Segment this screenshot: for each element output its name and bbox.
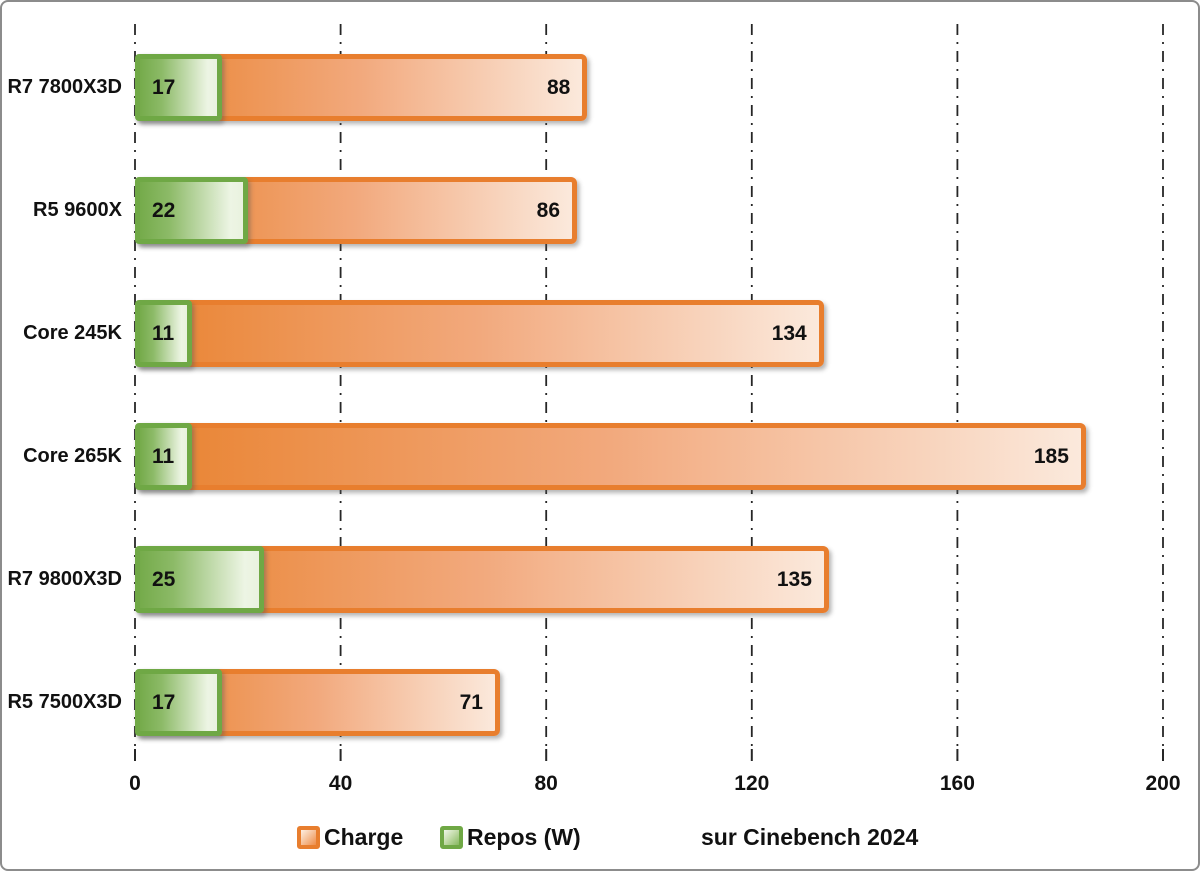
charge-value-label: 134 [771, 321, 807, 345]
charge-value-label: 71 [459, 690, 483, 714]
repos-bar: 22 [135, 177, 249, 244]
charge-value-label: 185 [1033, 444, 1069, 468]
charge-value-label: 88 [546, 75, 571, 99]
charge-bar: 134 [135, 300, 824, 367]
x-tick-label: 0 [129, 772, 141, 795]
repos-legend-label: Repos (W) [467, 824, 581, 850]
charge-bar: 185 [135, 423, 1086, 490]
repos-value-label: 11 [152, 321, 175, 345]
repos-bar: 11 [135, 300, 192, 367]
chart-subtitle: sur Cinebench 2024 [701, 824, 919, 850]
repos-bar: 17 [135, 669, 223, 736]
repos-value-label: 17 [152, 690, 176, 714]
charge-legend-label: Charge [324, 824, 404, 850]
repos-value-label: 22 [152, 198, 176, 222]
repos-value-label: 25 [152, 567, 176, 591]
repos-bar: 17 [135, 54, 223, 121]
category-label: R5 7500X3D [7, 691, 122, 713]
category-label: R5 9600X [33, 199, 122, 221]
x-tick-label: 200 [1145, 772, 1181, 795]
repos-bar: 11 [135, 423, 192, 490]
category-label: Core 265K [23, 445, 122, 467]
charge-legend-swatch-icon [297, 826, 320, 849]
x-tick-label: 120 [734, 772, 770, 795]
charge-value-label: 135 [776, 567, 812, 591]
repos-legend-swatch-icon [440, 826, 463, 849]
legend-item-charge: Charge [297, 824, 403, 851]
charge-value-label: 86 [536, 198, 561, 222]
repos-value-label: 11 [152, 444, 175, 468]
repos-value-label: 17 [152, 75, 176, 99]
category-label: R7 7800X3D [7, 76, 122, 98]
x-tick-label: 40 [328, 772, 353, 795]
category-label: R7 9800X3D [7, 568, 122, 590]
x-tick-label: 160 [939, 772, 975, 795]
x-tick-label: 80 [534, 772, 558, 795]
legend-item-repos: Repos (W) [440, 824, 581, 851]
repos-bar: 25 [135, 546, 264, 613]
category-label: Core 245K [23, 322, 122, 344]
